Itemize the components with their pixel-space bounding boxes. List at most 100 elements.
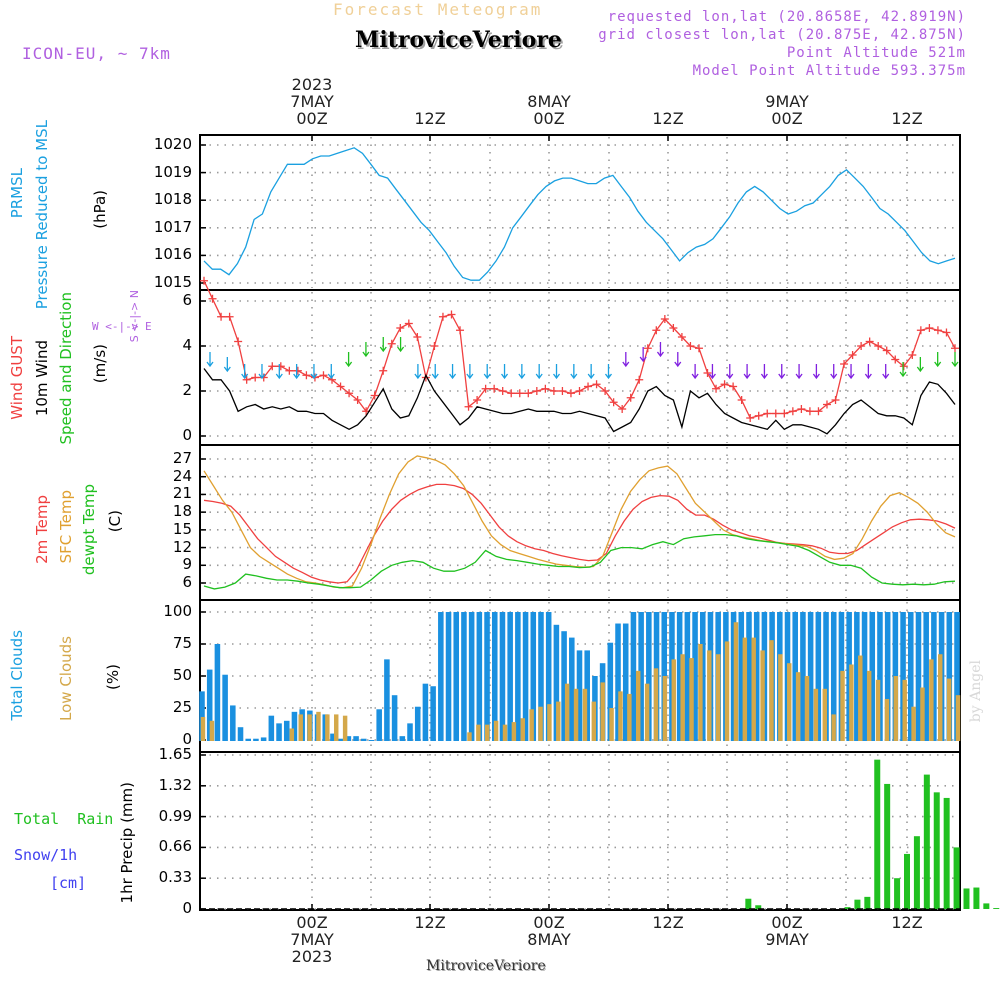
low-cloud-bar [636, 670, 641, 741]
top-date-label: 12Z [414, 109, 446, 128]
total-cloud-bar [545, 612, 552, 741]
total-cloud-bar [291, 711, 298, 741]
total-cloud-bar [869, 612, 876, 741]
wind-arrow-head [830, 373, 838, 380]
total-cloud-bar [384, 659, 390, 741]
wind-arrow-head [449, 373, 457, 380]
top-date-label: 12Z [652, 109, 684, 128]
wind-arrow-head [275, 373, 283, 380]
total-cloud-bar [499, 612, 506, 741]
total-cloud-bar [530, 612, 537, 741]
low-cloud-bar [893, 676, 899, 741]
low-cloud-bar [822, 688, 827, 741]
precip-bar [973, 887, 980, 909]
total-cloud-bar [800, 612, 806, 741]
total-cloud-bar [214, 644, 221, 741]
low-cloud-bar [715, 654, 721, 741]
low-cloud-bar [769, 640, 774, 741]
total-cloud-bar [553, 624, 560, 741]
precip-bar [933, 792, 940, 909]
total-cloud-bar [276, 723, 282, 741]
total-cloud-bar [676, 612, 683, 741]
wind-arrow-head [310, 373, 318, 380]
low-cloud-bar [600, 682, 605, 741]
low-cloud-bar [325, 714, 330, 741]
top-date-label: 9MAY 00Z [765, 92, 809, 128]
wind-arrow-head [882, 373, 890, 380]
low-cloud-bar [733, 622, 739, 741]
t2m-line [203, 483, 956, 584]
y-tick-label: 1019 [153, 162, 192, 181]
y-tick-label: 24 [172, 466, 192, 485]
y-tick-label: 100 [163, 602, 192, 620]
low-cloud-bar [200, 716, 206, 741]
forecast-meteogram-title: Forecast Meteogram [333, 0, 543, 19]
precip-bar [894, 878, 901, 909]
low-cloud-bar [662, 676, 668, 741]
wind-arrow-head [397, 346, 405, 353]
total-cloud-bar [391, 695, 398, 741]
low-cloud-bar [858, 655, 863, 741]
total-cloud-bar [646, 612, 652, 741]
low-cloud-bar [875, 679, 881, 741]
total-cloud-bar [607, 642, 614, 741]
compass-we: W <-|-> E [92, 320, 152, 333]
wind-arrow-head [535, 373, 543, 380]
total-cloud-bar [561, 631, 567, 741]
y-tick-label: 4 [182, 336, 192, 354]
low-cloud-bar [556, 701, 561, 741]
low-cloud-bar [520, 718, 525, 741]
total-cloud-bar [368, 740, 375, 741]
wind-arrow-head [206, 361, 214, 368]
low-cloud-bar [307, 714, 312, 741]
wind-arrow-head [691, 373, 699, 380]
wind-arrow-head [674, 361, 682, 368]
total-cloud-bar [908, 612, 914, 741]
wind-arrow-head [916, 366, 924, 373]
total-cloud-bar [807, 612, 814, 741]
precip-bar [854, 899, 861, 909]
closest-coords: grid closest lon,lat (20.875E, 42.875N) [598, 27, 966, 43]
low-cloud-bar [564, 683, 570, 741]
total-cloud-bar [538, 612, 544, 741]
total-cloud-bar [468, 612, 475, 741]
precip-bar [983, 903, 990, 909]
total-cloud-bar [900, 612, 906, 741]
total-cloud-bar [337, 738, 344, 741]
low-cloud-bar [485, 724, 490, 741]
low-cloud-bar [689, 658, 694, 741]
low-cloud-bar [760, 650, 765, 741]
total-cloud-bar [438, 612, 444, 741]
precip-bar [755, 905, 762, 909]
low-cloud-bar [582, 688, 588, 741]
wind-arrow-head [778, 373, 786, 380]
low-cloud-bar [831, 714, 836, 741]
wind-arrow-head [708, 373, 716, 380]
low-cloud-bar [529, 709, 534, 741]
y-tick-label: 25 [172, 698, 192, 716]
y-tick-label: 1020 [153, 135, 192, 153]
wind-arrow-head [223, 366, 231, 373]
low-cloud-bar [591, 701, 597, 741]
total-cloud-bar [199, 691, 205, 741]
low-cloud-bar [929, 659, 934, 741]
low-cloud-bar [209, 720, 215, 741]
precip-bar [864, 896, 871, 909]
page-title: MitroviceVeriore [355, 27, 562, 53]
low-cloud-bar [920, 687, 925, 741]
wind-arrow-head [951, 361, 959, 368]
bottom-date-label: 12Z [414, 913, 446, 932]
low-cloud-bar [298, 714, 303, 741]
low-cloud-bar [289, 728, 295, 741]
total-cloud-bar [815, 612, 822, 741]
model-point-altitude: Model Point Altitude 593.375m [692, 63, 966, 79]
y-tick-label: 1018 [153, 190, 192, 209]
total-cloud-bar [923, 612, 929, 741]
total-cloud-bar [206, 669, 213, 741]
total-cloud-bar [630, 612, 637, 741]
wind-arrow-head [327, 373, 335, 380]
requested-coords: requested lon,lat (20.8658E, 42.8919N) [607, 9, 966, 25]
total-cloud-bar [684, 612, 691, 741]
low-cloud-bar [334, 714, 339, 741]
